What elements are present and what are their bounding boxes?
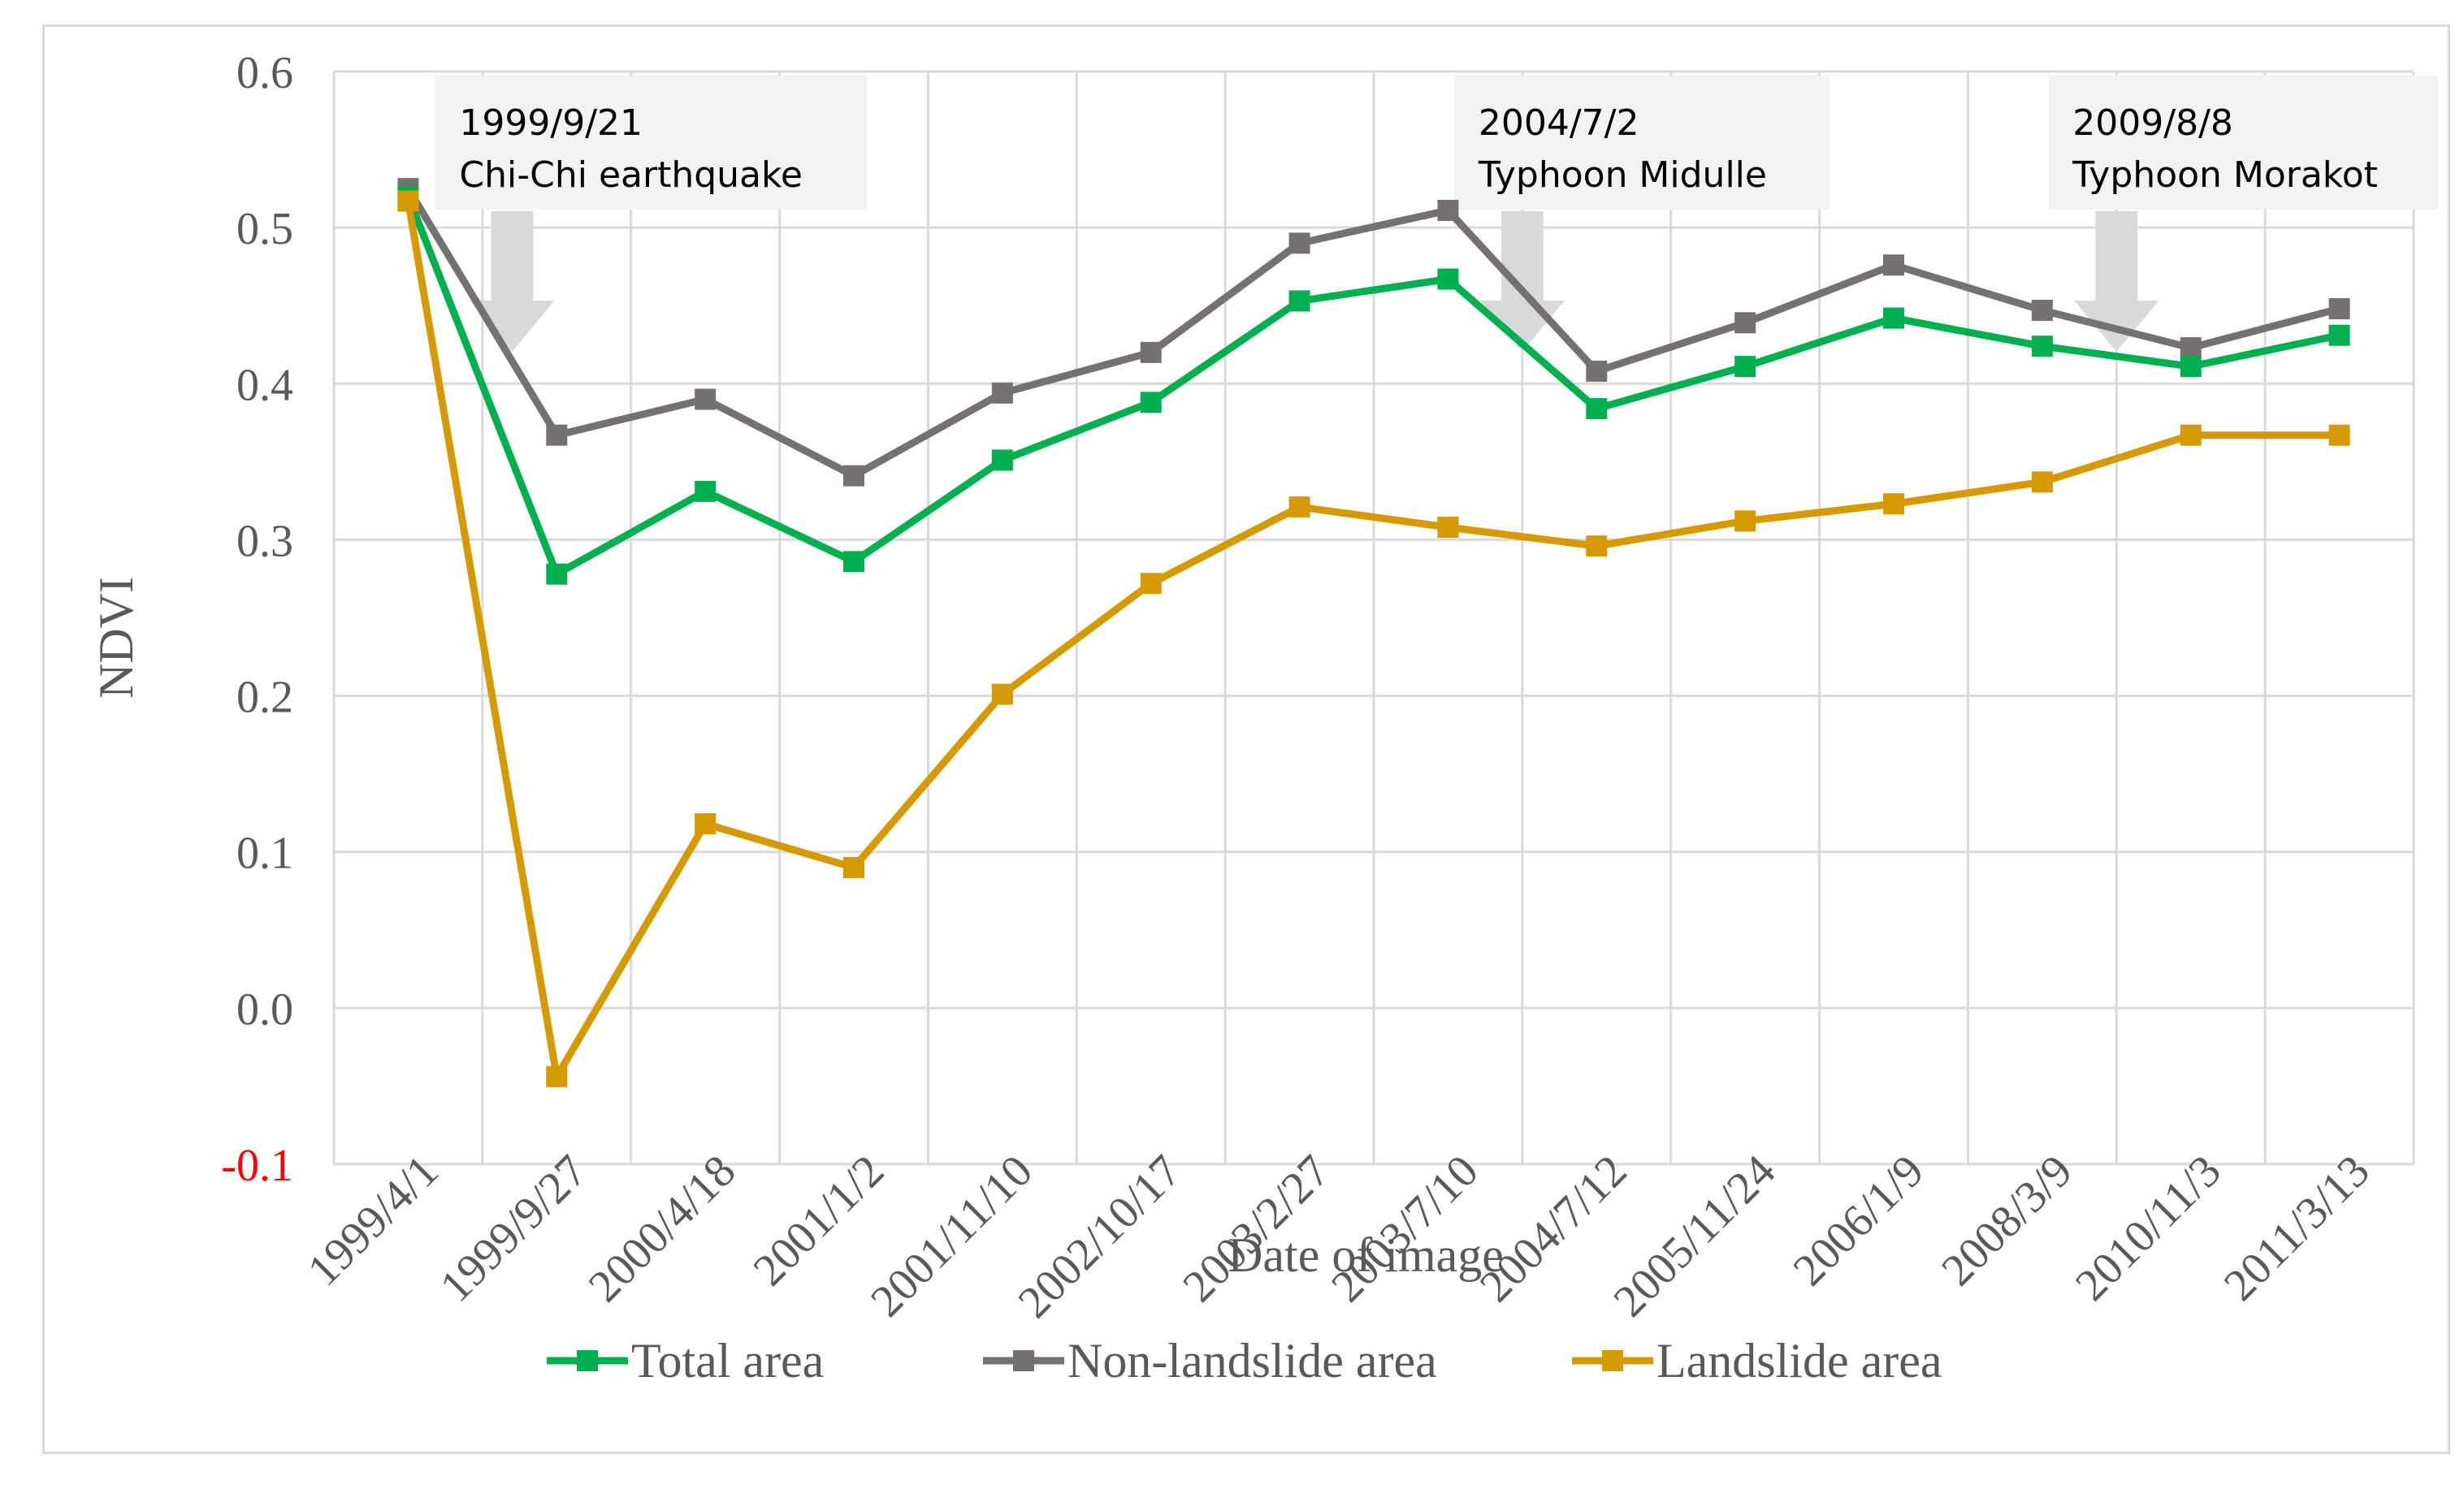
x-tick-label: 2002/10/17 — [1009, 1145, 1191, 1327]
data-point — [1140, 392, 1162, 413]
x-tick-label: 2000/4/18 — [579, 1145, 745, 1311]
data-point — [1586, 398, 1608, 420]
legend-swatch-marker — [577, 1350, 598, 1371]
x-tick-label: 2005/11/24 — [1604, 1145, 1786, 1327]
legend-swatch-marker — [1602, 1350, 1623, 1371]
y-tick-label: 0.5 — [236, 204, 293, 254]
annotation-event: Typhoon Morakot — [2072, 154, 2378, 196]
data-point — [991, 449, 1013, 471]
series-line — [405, 186, 2341, 480]
annotation-box — [2048, 76, 2439, 210]
chart-frame: 1999/9/21 Chi-Chi earthquake 2004/7/2 Typho… — [42, 24, 2450, 1454]
legend-item: Non-landslide area — [983, 1334, 1437, 1388]
data-point — [843, 551, 864, 573]
data-point — [1883, 493, 1904, 515]
x-tick-label: 2006/1/9 — [1784, 1145, 1934, 1296]
annotation-3: 2009/8/8 Typhoon Morakot — [2048, 76, 2439, 352]
data-point — [991, 382, 1013, 404]
data-point — [695, 813, 717, 835]
series-total-area — [397, 185, 2350, 585]
data-point — [2031, 471, 2053, 493]
data-point — [546, 563, 568, 585]
series-non-landslide-area — [397, 178, 2350, 487]
data-point — [2031, 299, 2053, 321]
data-point — [2180, 424, 2202, 446]
annotation-2: 2004/7/2 Typhoon Midulle — [1453, 76, 1830, 352]
data-point — [2180, 356, 2202, 378]
data-point — [695, 388, 717, 410]
data-point — [2180, 337, 2202, 359]
y-tick-label: 0.2 — [236, 673, 293, 723]
x-axis-title: Date of image — [1228, 1228, 1504, 1282]
data-point — [843, 856, 864, 878]
data-point — [1883, 254, 1904, 276]
x-tick-label: 2011/3/13 — [2215, 1145, 2380, 1310]
data-point — [1140, 573, 1162, 595]
legend-item: Total area — [547, 1334, 824, 1388]
legend-label: Total area — [631, 1334, 824, 1388]
data-point — [2328, 324, 2350, 346]
data-point — [1140, 341, 1162, 363]
x-tick-label: 2010/11/3 — [2066, 1145, 2231, 1310]
data-point — [2328, 424, 2350, 446]
data-point — [1288, 232, 1310, 254]
y-axis-title: NDVI — [89, 577, 143, 699]
data-point — [1734, 356, 1756, 378]
data-point — [695, 480, 717, 502]
data-point — [1437, 200, 1459, 222]
data-point — [1883, 307, 1904, 329]
data-point — [546, 1066, 568, 1088]
annotation-box — [1453, 76, 1830, 210]
annotation-event: Typhoon Midulle — [1478, 154, 1767, 196]
y-tick-label: 0.6 — [236, 48, 293, 98]
data-point — [1586, 360, 1608, 382]
data-point — [1734, 312, 1756, 334]
data-point — [397, 190, 419, 212]
x-tick-label: 2001/1/2 — [744, 1145, 894, 1296]
y-tick-labels: -0.1 0.0 0.1 0.2 0.3 0.4 0.5 0.6 — [221, 48, 293, 1191]
legend: Total area Non-landslide area Landslide ar… — [547, 1334, 1942, 1388]
legend-item: Landslide area — [1572, 1334, 1942, 1388]
series-line — [405, 195, 2341, 578]
legend-swatch-marker — [1013, 1350, 1034, 1371]
y-tick-label: 0.0 — [236, 985, 293, 1035]
y-tick-label: -0.1 — [221, 1141, 293, 1191]
x-tick-label: 2008/3/9 — [1932, 1145, 2082, 1296]
y-tick-label: 0.1 — [236, 829, 293, 879]
x-tick-label: 1999/9/27 — [431, 1145, 596, 1311]
data-point — [991, 683, 1013, 705]
data-point — [2328, 298, 2350, 320]
ndvi-line-chart: 1999/9/21 Chi-Chi earthquake 2004/7/2 Typho… — [89, 48, 2439, 1388]
data-point — [1288, 290, 1310, 312]
data-point — [1288, 496, 1310, 518]
x-tick-label: 1999/4/1 — [298, 1145, 448, 1296]
y-tick-label: 0.4 — [236, 360, 293, 410]
legend-label: Landslide area — [1656, 1334, 1942, 1388]
series-layer — [397, 178, 2350, 1088]
annotation-date: 2004/7/2 — [1479, 102, 1639, 144]
annotation-date: 2009/8/8 — [2072, 102, 2233, 144]
data-point — [1437, 517, 1459, 539]
annotation-1: 1999/9/21 Chi-Chi earthquake — [435, 76, 868, 352]
annotation-box — [435, 76, 868, 210]
annotation-arrow-icon — [470, 301, 555, 352]
annotation-layer: 1999/9/21 Chi-Chi earthquake 2004/7/2 Typho… — [435, 76, 2439, 352]
series-line — [404, 200, 2340, 1080]
data-point — [2031, 336, 2053, 357]
data-point — [843, 465, 864, 487]
annotation-date: 1999/9/21 — [459, 102, 643, 144]
series-landslide-area — [397, 190, 2350, 1088]
data-point — [1437, 268, 1459, 290]
y-tick-label: 0.3 — [236, 516, 293, 566]
data-point — [1586, 535, 1608, 557]
annotation-arrow-shaft — [2095, 211, 2138, 301]
data-point — [546, 424, 568, 446]
annotation-event: Chi-Chi earthquake — [459, 154, 803, 196]
grid-layer — [332, 70, 2415, 1166]
legend-label: Non-landslide area — [1067, 1334, 1437, 1388]
annotation-arrow-shaft — [491, 211, 534, 301]
data-point — [1734, 510, 1756, 532]
